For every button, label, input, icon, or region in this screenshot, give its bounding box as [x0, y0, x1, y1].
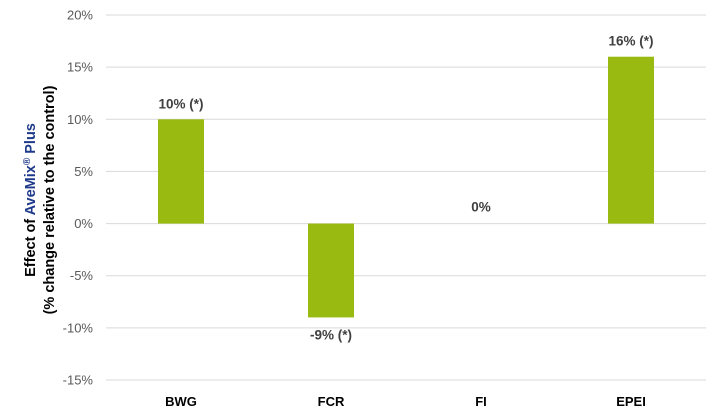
- bar-fcr: [308, 223, 354, 318]
- category-label-fcr: FCR: [318, 394, 345, 409]
- y-tick-label: 15%: [67, 60, 93, 75]
- data-labels: 10% (*) -9% (*) 0% 16% (*): [158, 34, 653, 343]
- data-label-fi: 0%: [471, 200, 491, 215]
- y-axis-ticks: -15% -10% -5% 0% 5% 10% 15% 20%: [63, 8, 94, 388]
- data-label-fcr: -9% (*): [310, 327, 352, 342]
- y-axis-subtitle: (% change relative to the control): [42, 85, 58, 314]
- data-label-epei: 16% (*): [608, 34, 653, 49]
- y-axis-title-prefix: Effect of: [23, 215, 39, 277]
- y-axis-title: Effect of AveMix® Plus: [22, 123, 39, 277]
- y-tick-label: 0%: [74, 216, 93, 231]
- y-tick-label: 5%: [74, 164, 93, 179]
- y-axis-title-suffix: Plus: [23, 123, 39, 158]
- x-axis-categories: BWG FCR FI EPEI: [165, 394, 646, 409]
- category-label-epei: EPEI: [616, 394, 646, 409]
- y-tick-label: -10%: [63, 320, 94, 335]
- y-axis-title-brand: AveMix: [23, 165, 39, 215]
- y-axis-title-registered-mark: ®: [22, 157, 33, 165]
- y-tick-label: 10%: [67, 112, 93, 127]
- category-label-bwg: BWG: [165, 394, 197, 409]
- y-tick-label: -5%: [70, 268, 94, 283]
- y-tick-label: 20%: [67, 8, 93, 23]
- gridlines: [106, 14, 706, 381]
- data-label-bwg: 10% (*): [158, 96, 203, 111]
- bars: [158, 56, 654, 318]
- bar-epei: [608, 56, 654, 224]
- category-label-fi: FI: [475, 394, 487, 409]
- y-tick-label: -15%: [63, 373, 94, 388]
- bar-bwg: [158, 119, 204, 224]
